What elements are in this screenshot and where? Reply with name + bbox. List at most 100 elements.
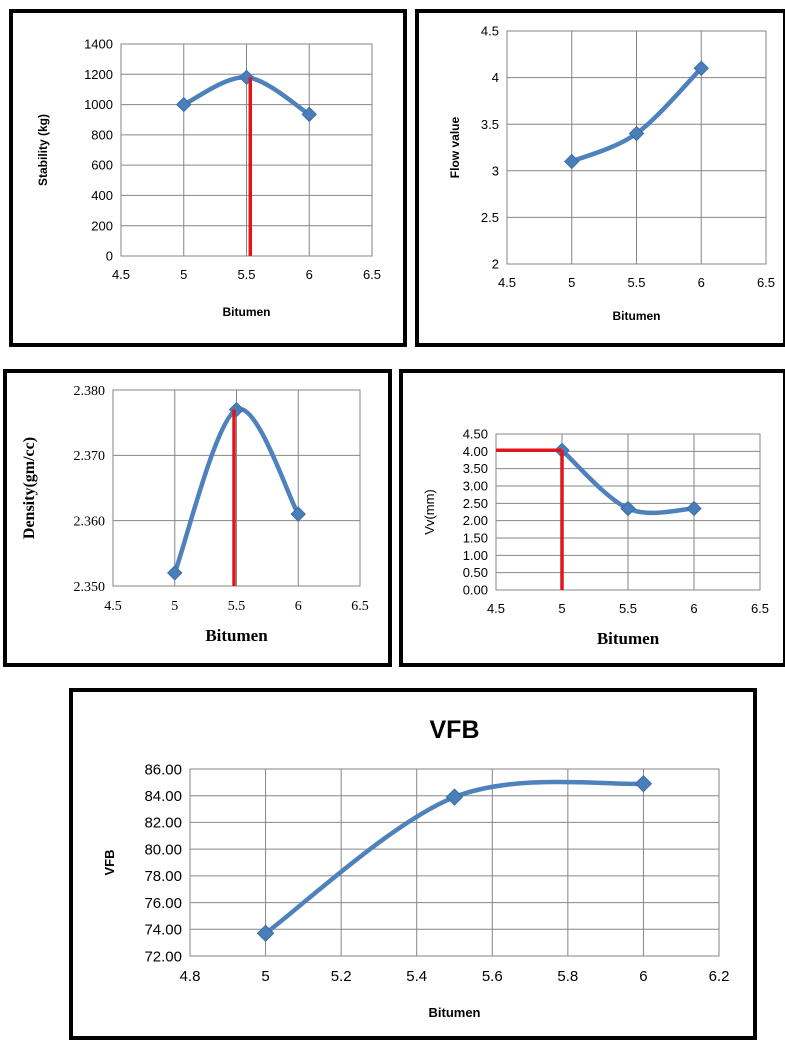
vfb-ytick-label: 84.00: [144, 788, 182, 805]
vv-xtick-label: 5.5: [619, 601, 637, 616]
stability-grid: [120, 43, 373, 257]
vfb-xtick-label: 4.8: [180, 968, 201, 985]
vfb-ytick-label: 74.00: [144, 922, 182, 939]
flow-xtick-label: 6: [698, 275, 705, 290]
stability-xtick-label: 4.5: [112, 267, 130, 282]
vv-xtick-label: 5: [558, 601, 565, 616]
vfb-xtick-label: 5.4: [406, 968, 427, 985]
vv-ytick-label: 4.00: [463, 444, 488, 459]
stability-ytick-label: 0: [106, 249, 113, 264]
density-ytick-label: 2.380: [74, 384, 106, 399]
density-data-point: [290, 506, 306, 522]
vfb-chart-title: VFB: [430, 716, 480, 744]
vfb-grid: [189, 768, 720, 957]
stability-ytick-label: 600: [91, 158, 113, 173]
vfb-y-axis-label: VFB: [102, 850, 117, 876]
vfb-xtick-label: 5.2: [331, 968, 352, 985]
density-grid: [112, 389, 361, 587]
flow-x-axis-label: Bitumen: [613, 309, 661, 323]
vfb-xtick-label: 5.8: [557, 968, 578, 985]
vv-x-axis-label: Bitumen: [597, 629, 660, 648]
flow-ytick-label: 4.5: [481, 24, 499, 39]
vv-ytick-label: 1.00: [463, 548, 488, 563]
vv-ytick-label: 2.00: [463, 513, 488, 528]
stability-data-point: [176, 96, 192, 113]
vv-ytick-label: 0.00: [463, 583, 488, 598]
density-ytick-label: 2.360: [74, 515, 106, 530]
vfb-ytick-label: 78.00: [144, 868, 182, 885]
stability-ytick-label: 1400: [84, 37, 113, 52]
density-x-axis-label: Bitumen: [205, 626, 268, 645]
stability-xtick-label: 5.5: [237, 267, 255, 282]
stability-xtick-label: 6.5: [363, 267, 381, 282]
stability-chart-frame: [9, 9, 407, 347]
vv-ytick-label: 0.50: [463, 565, 488, 580]
vfb-ytick-label: 86.00: [144, 761, 182, 778]
stability-data-point: [301, 106, 317, 123]
density-y-axis-label: Density(gm/cc): [21, 437, 38, 539]
flow-xtick-label: 4.5: [498, 275, 516, 290]
flow-y-axis-label: Flow value: [448, 117, 462, 179]
stability-xtick-label: 6: [306, 267, 313, 282]
vv-ytick-label: 3.00: [463, 479, 488, 494]
vfb-xtick-label: 5: [261, 968, 269, 985]
stability-xtick-label: 5: [180, 267, 187, 282]
vv-ytick-label: 4.50: [463, 427, 488, 442]
density-data-point: [167, 565, 183, 581]
density-xtick-label: 6.5: [351, 599, 369, 614]
vfb-xtick-label: 6: [639, 968, 647, 985]
stability-x-axis-label: Bitumen: [223, 305, 271, 319]
vv-chart-frame: [399, 369, 785, 667]
vv-xtick-label: 6: [690, 601, 697, 616]
density-xtick-label: 5: [171, 599, 178, 614]
stability-ytick-label: 400: [91, 188, 113, 203]
vfb-xtick-label: 5.6: [482, 968, 503, 985]
stability-data-point: [238, 69, 255, 86]
flow-xtick-label: 5: [568, 275, 575, 290]
density-xtick-label: 6: [295, 599, 302, 614]
vfb-data-point: [445, 788, 464, 806]
flow-plot-area: [506, 30, 767, 265]
density-plot-area: [112, 389, 361, 587]
density-chart-frame: [3, 369, 392, 667]
density-ytick-label: 2.370: [74, 449, 106, 464]
vfb-ytick-label: 82.00: [144, 815, 182, 832]
vfb-ytick-label: 76.00: [144, 895, 182, 912]
flow-ytick-label: 3: [492, 163, 499, 178]
vfb-ytick-label: 72.00: [144, 948, 182, 965]
vv-ytick-label: 3.50: [463, 461, 488, 476]
vv-ytick-label: 2.50: [463, 496, 488, 511]
stability-ytick-label: 800: [91, 127, 113, 142]
stability-ytick-label: 1000: [84, 97, 113, 112]
vfb-data-point: [634, 774, 653, 793]
vv-xtick-label: 4.5: [487, 601, 505, 616]
stability-ytick-label: 200: [91, 218, 113, 233]
flow-xtick-label: 6.5: [757, 275, 775, 290]
vfb-ytick-label: 80.00: [144, 841, 182, 858]
vv-plot-area: [495, 433, 761, 591]
density-xtick-label: 4.5: [104, 599, 122, 614]
vfb-x-axis-label: Bitumen: [429, 1005, 481, 1020]
flow-xtick-label: 5.5: [627, 275, 645, 290]
stability-y-axis-label: Stability (kg): [36, 114, 50, 186]
vv-ytick-label: 1.50: [463, 531, 488, 546]
vfb-plot-area: [189, 768, 720, 957]
vfb-xtick-label: 6.2: [709, 968, 730, 985]
vfb-data-point: [256, 924, 275, 943]
density-xtick-label: 5.5: [228, 599, 246, 614]
flow-data-point: [628, 125, 645, 142]
flow-ytick-label: 2.5: [481, 210, 499, 225]
vv-y-axis-label: Vv(mm): [422, 489, 437, 535]
flow-ytick-label: 3.5: [481, 117, 499, 132]
vv-xtick-label: 6.5: [751, 601, 769, 616]
flow-chart-frame: [415, 9, 785, 347]
density-ytick-label: 2.350: [74, 580, 106, 595]
flow-data-point: [564, 153, 580, 170]
stability-ytick-label: 1200: [84, 67, 113, 82]
vv-data-point: [686, 500, 702, 517]
